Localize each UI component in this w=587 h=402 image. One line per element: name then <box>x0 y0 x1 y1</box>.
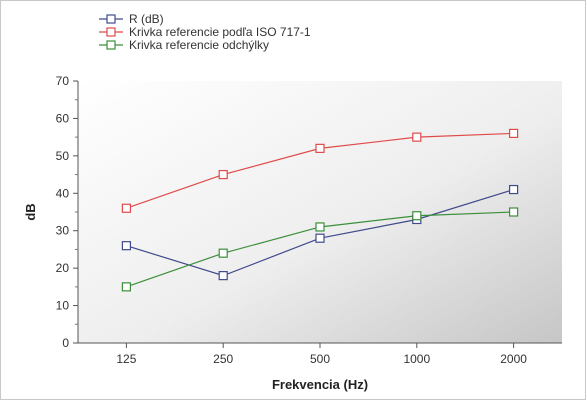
series-3-point <box>509 207 519 217</box>
series-1-point <box>218 271 228 281</box>
series-3-point <box>412 211 422 221</box>
legend-marker-2 <box>106 27 116 37</box>
series-1-point <box>509 184 519 195</box>
series-1-point <box>315 233 325 243</box>
series-2-point <box>121 203 132 213</box>
x-tick-label: 250 <box>213 352 233 366</box>
series-1-point <box>121 241 132 251</box>
series-2-point <box>315 143 325 153</box>
y-tick-label: 30 <box>56 224 70 238</box>
legend-label-2: Krivka referencie podľa ISO 717-1 <box>129 25 311 39</box>
series-2-point <box>218 169 228 180</box>
legend-marker-3 <box>106 40 116 50</box>
series-3-point <box>315 222 325 232</box>
y-tick-label: 20 <box>56 261 70 275</box>
series-2-point <box>412 132 422 142</box>
y-tick-label: 40 <box>56 186 70 200</box>
y-axis-title: dB <box>23 203 38 220</box>
y-tick-label: 60 <box>56 111 70 125</box>
x-tick-label: 125 <box>116 352 136 366</box>
x-tick-label: 1000 <box>403 352 430 366</box>
plot-area <box>78 81 562 343</box>
x-tick-label: 500 <box>310 352 330 366</box>
legend-marker-1 <box>106 14 116 24</box>
x-tick-label: 2000 <box>500 352 527 366</box>
legend-label-1: R (dB) <box>129 12 164 26</box>
y-tick-label: 70 <box>56 74 70 88</box>
series-2-point <box>509 128 519 138</box>
series-3-point <box>121 282 132 292</box>
y-tick-label: 0 <box>62 336 69 350</box>
y-tick-label: 50 <box>56 149 70 163</box>
series-3-point <box>218 248 228 258</box>
y-tick-label: 10 <box>56 299 70 313</box>
legend-label-3: Krivka referencie odchýlky <box>129 38 269 52</box>
x-axis-title: Frekvencia (Hz) <box>272 377 368 392</box>
